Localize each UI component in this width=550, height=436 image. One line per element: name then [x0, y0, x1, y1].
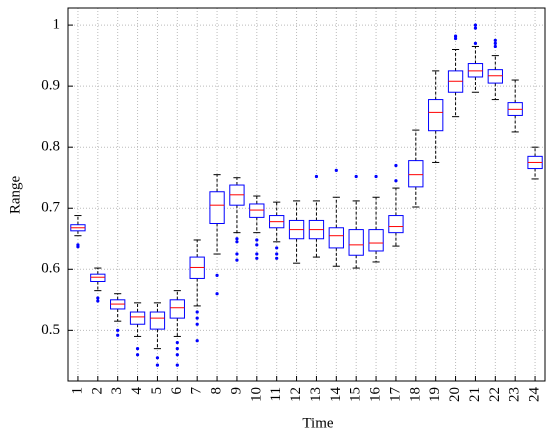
- outlier: [255, 256, 259, 260]
- outlier: [215, 273, 219, 277]
- box: [209, 191, 225, 224]
- x-tick-label: 9: [228, 387, 244, 395]
- plot-frame: [67, 7, 546, 382]
- outlier: [195, 339, 199, 343]
- box: [348, 229, 364, 256]
- box: [90, 273, 106, 282]
- outlier: [235, 258, 239, 262]
- x-tick-label: 11: [268, 387, 284, 401]
- outlier: [255, 238, 259, 242]
- outlier: [155, 356, 160, 360]
- x-tick-label: 21: [467, 387, 483, 402]
- box: [487, 69, 503, 84]
- y-tick-label: 0.7: [41, 200, 60, 216]
- box: [249, 203, 265, 218]
- x-tick-label: 15: [348, 387, 364, 402]
- outlier: [453, 34, 458, 38]
- box: [368, 229, 384, 252]
- outlier: [195, 316, 199, 320]
- outlier: [155, 363, 160, 367]
- outlier: [275, 256, 279, 260]
- outlier: [195, 310, 199, 314]
- x-tick-label: 7: [189, 387, 205, 395]
- x-tick-label: 1: [69, 387, 85, 395]
- outlier: [493, 41, 497, 46]
- y-tick-label: 0.5: [41, 322, 60, 338]
- x-tick-label: 19: [427, 387, 443, 402]
- x-tick-label: 12: [288, 387, 304, 402]
- outlier: [255, 252, 259, 256]
- box: [428, 99, 444, 132]
- box: [129, 311, 146, 325]
- x-tick-label: 20: [447, 387, 463, 402]
- y-tick-label: 0.9: [41, 78, 60, 94]
- outlier: [374, 174, 378, 179]
- x-tick-label: 14: [328, 387, 344, 403]
- x-tick-label: 13: [308, 387, 324, 402]
- x-tick-label: 10: [248, 387, 264, 402]
- outlier: [135, 347, 140, 351]
- outlier: [275, 252, 279, 256]
- outlier: [235, 252, 239, 256]
- x-tick-label: 8: [209, 387, 225, 395]
- outlier: [394, 179, 398, 183]
- outlier: [135, 353, 140, 357]
- outlier: [394, 163, 398, 168]
- outlier: [175, 363, 179, 367]
- outlier: [175, 347, 179, 351]
- outlier: [334, 168, 338, 172]
- outlier: [493, 38, 497, 42]
- outlier: [96, 296, 100, 300]
- outlier: [275, 246, 279, 250]
- x-tick-label: 22: [487, 387, 503, 402]
- outlier: [96, 299, 100, 303]
- outlier: [453, 36, 458, 41]
- box: [328, 227, 344, 249]
- x-tick-label: 16: [368, 387, 384, 403]
- x-tick-label: 6: [169, 387, 185, 395]
- y-tick-label: 0.6: [41, 261, 60, 277]
- outlier: [493, 44, 497, 49]
- outlier: [314, 174, 319, 179]
- x-tick-label: 4: [129, 387, 145, 395]
- outlier: [354, 174, 358, 179]
- box: [388, 215, 404, 234]
- outlier: [76, 243, 80, 247]
- outlier: [215, 292, 219, 296]
- x-tick-label: 23: [507, 387, 523, 402]
- outlier: [473, 41, 478, 46]
- outlier: [116, 328, 120, 332]
- x-tick-label: 18: [407, 387, 423, 402]
- y-tick-label: 0.8: [41, 139, 60, 155]
- y-tick-label: 1: [53, 17, 61, 33]
- x-tick-label: 17: [387, 387, 403, 403]
- outlier: [473, 23, 478, 27]
- x-tick-label: 2: [89, 387, 105, 395]
- outlier: [175, 340, 179, 345]
- box: [408, 160, 424, 188]
- outlier: [195, 322, 199, 326]
- box: [169, 299, 185, 319]
- box: [467, 63, 484, 78]
- x-axis-label: Time: [302, 415, 333, 431]
- x-tick-label: 3: [109, 387, 125, 395]
- outlier: [473, 26, 478, 30]
- x-tick-label: 24: [527, 387, 543, 403]
- y-axis-label: Range: [7, 176, 23, 215]
- outlier: [235, 240, 239, 244]
- outlier: [116, 333, 120, 337]
- outlier: [255, 243, 259, 247]
- outlier: [175, 353, 179, 357]
- outlier: [235, 237, 239, 241]
- x-tick-label: 5: [149, 387, 165, 395]
- box: [149, 311, 166, 330]
